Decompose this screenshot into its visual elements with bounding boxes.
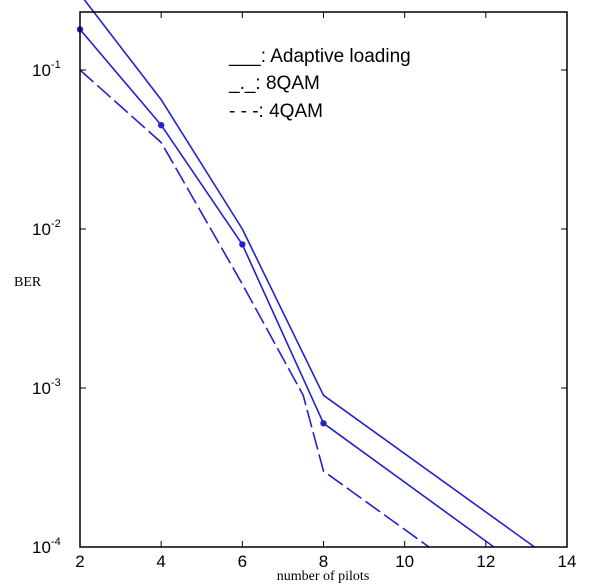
- series-line-adaptive-loading: [83, 0, 535, 548]
- plot-markers: [76, 26, 327, 427]
- legend-entry-4qam: - - -: 4QAM: [229, 101, 323, 122]
- x-tick-label: 6: [238, 552, 247, 571]
- y-tick-label: 10-3: [32, 377, 61, 398]
- x-tick-label: 12: [476, 552, 495, 571]
- x-tick-label: 4: [156, 552, 165, 571]
- data-point-marker: [239, 241, 246, 248]
- y-axis-label: BER: [14, 275, 42, 290]
- legend-entry-8qam: _._: 8QAM: [228, 73, 320, 94]
- x-ticks: 2 4 6 8 10 12 14: [75, 12, 576, 571]
- plot-frame: [79, 11, 568, 548]
- y-tick-label: 10-1: [32, 59, 61, 80]
- x-tick-label: 8: [319, 552, 328, 571]
- series-line-4qam: [79, 69, 430, 548]
- legend-entry-adaptive-loading: ___: Adaptive loading: [228, 46, 411, 67]
- x-tick-label: 10: [395, 552, 414, 571]
- y-ticks: 10-1 10-2 10-3 10-4: [32, 59, 567, 557]
- x-axis-label: number of pilots: [277, 569, 370, 584]
- y-tick-label: 10-2: [32, 218, 61, 239]
- x-tick-label: 2: [75, 552, 84, 571]
- data-point-marker: [320, 420, 327, 427]
- x-tick-label: 14: [558, 552, 577, 571]
- data-point-marker: [157, 121, 165, 129]
- legend: ___: Adaptive loading _._: 8QAM - - -: 4QA…: [228, 46, 411, 122]
- y-tick-label: 10-4: [32, 536, 61, 557]
